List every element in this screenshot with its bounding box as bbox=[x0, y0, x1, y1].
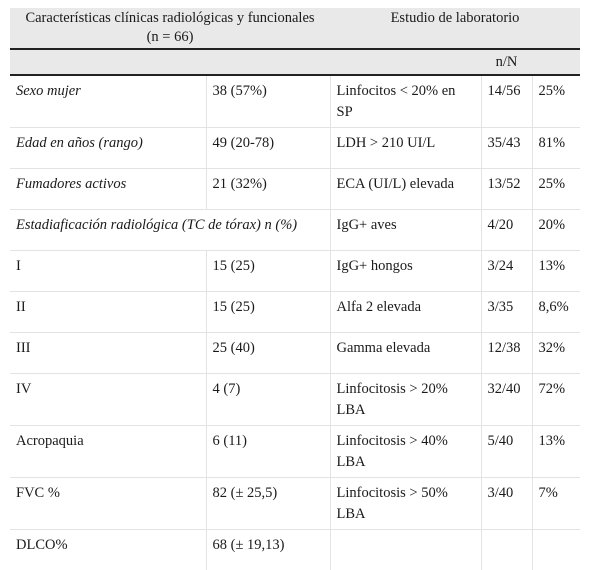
data-table: Características clínicas radiológicas y … bbox=[10, 8, 580, 570]
lab-nN: 3/24 bbox=[481, 251, 532, 292]
page: Características clínicas radiológicas y … bbox=[0, 0, 590, 501]
lab-pct: 13% bbox=[532, 251, 580, 292]
table-row: Estadiaficación radiológica (TC de tórax… bbox=[10, 210, 580, 251]
clinical-label: III bbox=[10, 333, 206, 374]
clinical-label: II bbox=[10, 292, 206, 333]
clinical-value: 82 (± 25,5) bbox=[206, 478, 330, 530]
lab-pct: 7% bbox=[532, 478, 580, 530]
lab-pct bbox=[532, 530, 580, 570]
clinical-label: DLCO% bbox=[10, 530, 206, 570]
lab-nN: 5/40 bbox=[481, 426, 532, 478]
lab-pct: 32% bbox=[532, 333, 580, 374]
lab-test: ECA (UI/L) elevada bbox=[330, 169, 481, 210]
lab-test: Gamma elevada bbox=[330, 333, 481, 374]
lab-nN: 14/56 bbox=[481, 75, 532, 128]
lab-nN: 32/40 bbox=[481, 374, 532, 426]
clinical-header: Características clínicas radiológicas y … bbox=[10, 8, 330, 49]
lab-pct: 25% bbox=[532, 75, 580, 128]
lab-nN: 12/38 bbox=[481, 333, 532, 374]
table-row: DLCO%68 (± 19,13) bbox=[10, 530, 580, 570]
clinical-value: 4 (7) bbox=[206, 374, 330, 426]
clinical-header-line2: (n = 66) bbox=[147, 29, 194, 45]
lab-header: Estudio de laboratorio bbox=[330, 8, 580, 49]
clinical-value: 15 (25) bbox=[206, 251, 330, 292]
clinical-label: Edad en años (rango) bbox=[10, 128, 206, 169]
clinical-label: Acropaquia bbox=[10, 426, 206, 478]
lab-nN: 3/35 bbox=[481, 292, 532, 333]
lab-pct: 72% bbox=[532, 374, 580, 426]
lab-test: Linfocitosis > 40% LBA bbox=[330, 426, 481, 478]
lab-pct: 13% bbox=[532, 426, 580, 478]
header-row: Características clínicas radiológicas y … bbox=[10, 8, 580, 49]
clinical-value: 21 (32%) bbox=[206, 169, 330, 210]
clinical-value: 25 (40) bbox=[206, 333, 330, 374]
lab-nN: 4/20 bbox=[481, 210, 532, 251]
subheader-row: n/N bbox=[10, 49, 580, 75]
lab-test: LDH > 210 UI/L bbox=[330, 128, 481, 169]
lab-pct: 20% bbox=[532, 210, 580, 251]
clinical-label: Sexo mujer bbox=[10, 75, 206, 128]
clinical-value: 49 (20-78) bbox=[206, 128, 330, 169]
clinical-header-line1: Características clínicas radiológicas y … bbox=[25, 10, 314, 26]
lab-test: IgG+ aves bbox=[330, 210, 481, 251]
lab-test: IgG+ hongos bbox=[330, 251, 481, 292]
pct-header-blank bbox=[532, 49, 580, 75]
clinical-value: 15 (25) bbox=[206, 292, 330, 333]
lab-pct: 81% bbox=[532, 128, 580, 169]
clinical-value: 68 (± 19,13) bbox=[206, 530, 330, 570]
clinical-label: FVC % bbox=[10, 478, 206, 530]
lab-test: Linfocitosis > 50% LBA bbox=[330, 478, 481, 530]
clinical-label: I bbox=[10, 251, 206, 292]
clinical-label: Fumadores activos bbox=[10, 169, 206, 210]
lab-nN: 3/40 bbox=[481, 478, 532, 530]
lab-nN bbox=[481, 530, 532, 570]
subheader-blank bbox=[10, 49, 481, 75]
lab-test: Linfocitosis > 20% LBA bbox=[330, 374, 481, 426]
table-row: Edad en años (rango)49 (20-78)LDH > 210 … bbox=[10, 128, 580, 169]
lab-test: Linfocitos < 20% en SP bbox=[330, 75, 481, 128]
table-header: Características clínicas radiológicas y … bbox=[10, 8, 580, 75]
lab-test bbox=[330, 530, 481, 570]
lab-pct: 25% bbox=[532, 169, 580, 210]
clinical-label: IV bbox=[10, 374, 206, 426]
lab-pct: 8,6% bbox=[532, 292, 580, 333]
lab-test: Alfa 2 elevada bbox=[330, 292, 481, 333]
clinical-value: 38 (57%) bbox=[206, 75, 330, 128]
lab-nN: 13/52 bbox=[481, 169, 532, 210]
clinical-value: 6 (11) bbox=[206, 426, 330, 478]
nN-header: n/N bbox=[481, 49, 532, 75]
section-label: Estadiaficación radiológica (TC de tórax… bbox=[10, 210, 330, 251]
lab-nN: 35/43 bbox=[481, 128, 532, 169]
